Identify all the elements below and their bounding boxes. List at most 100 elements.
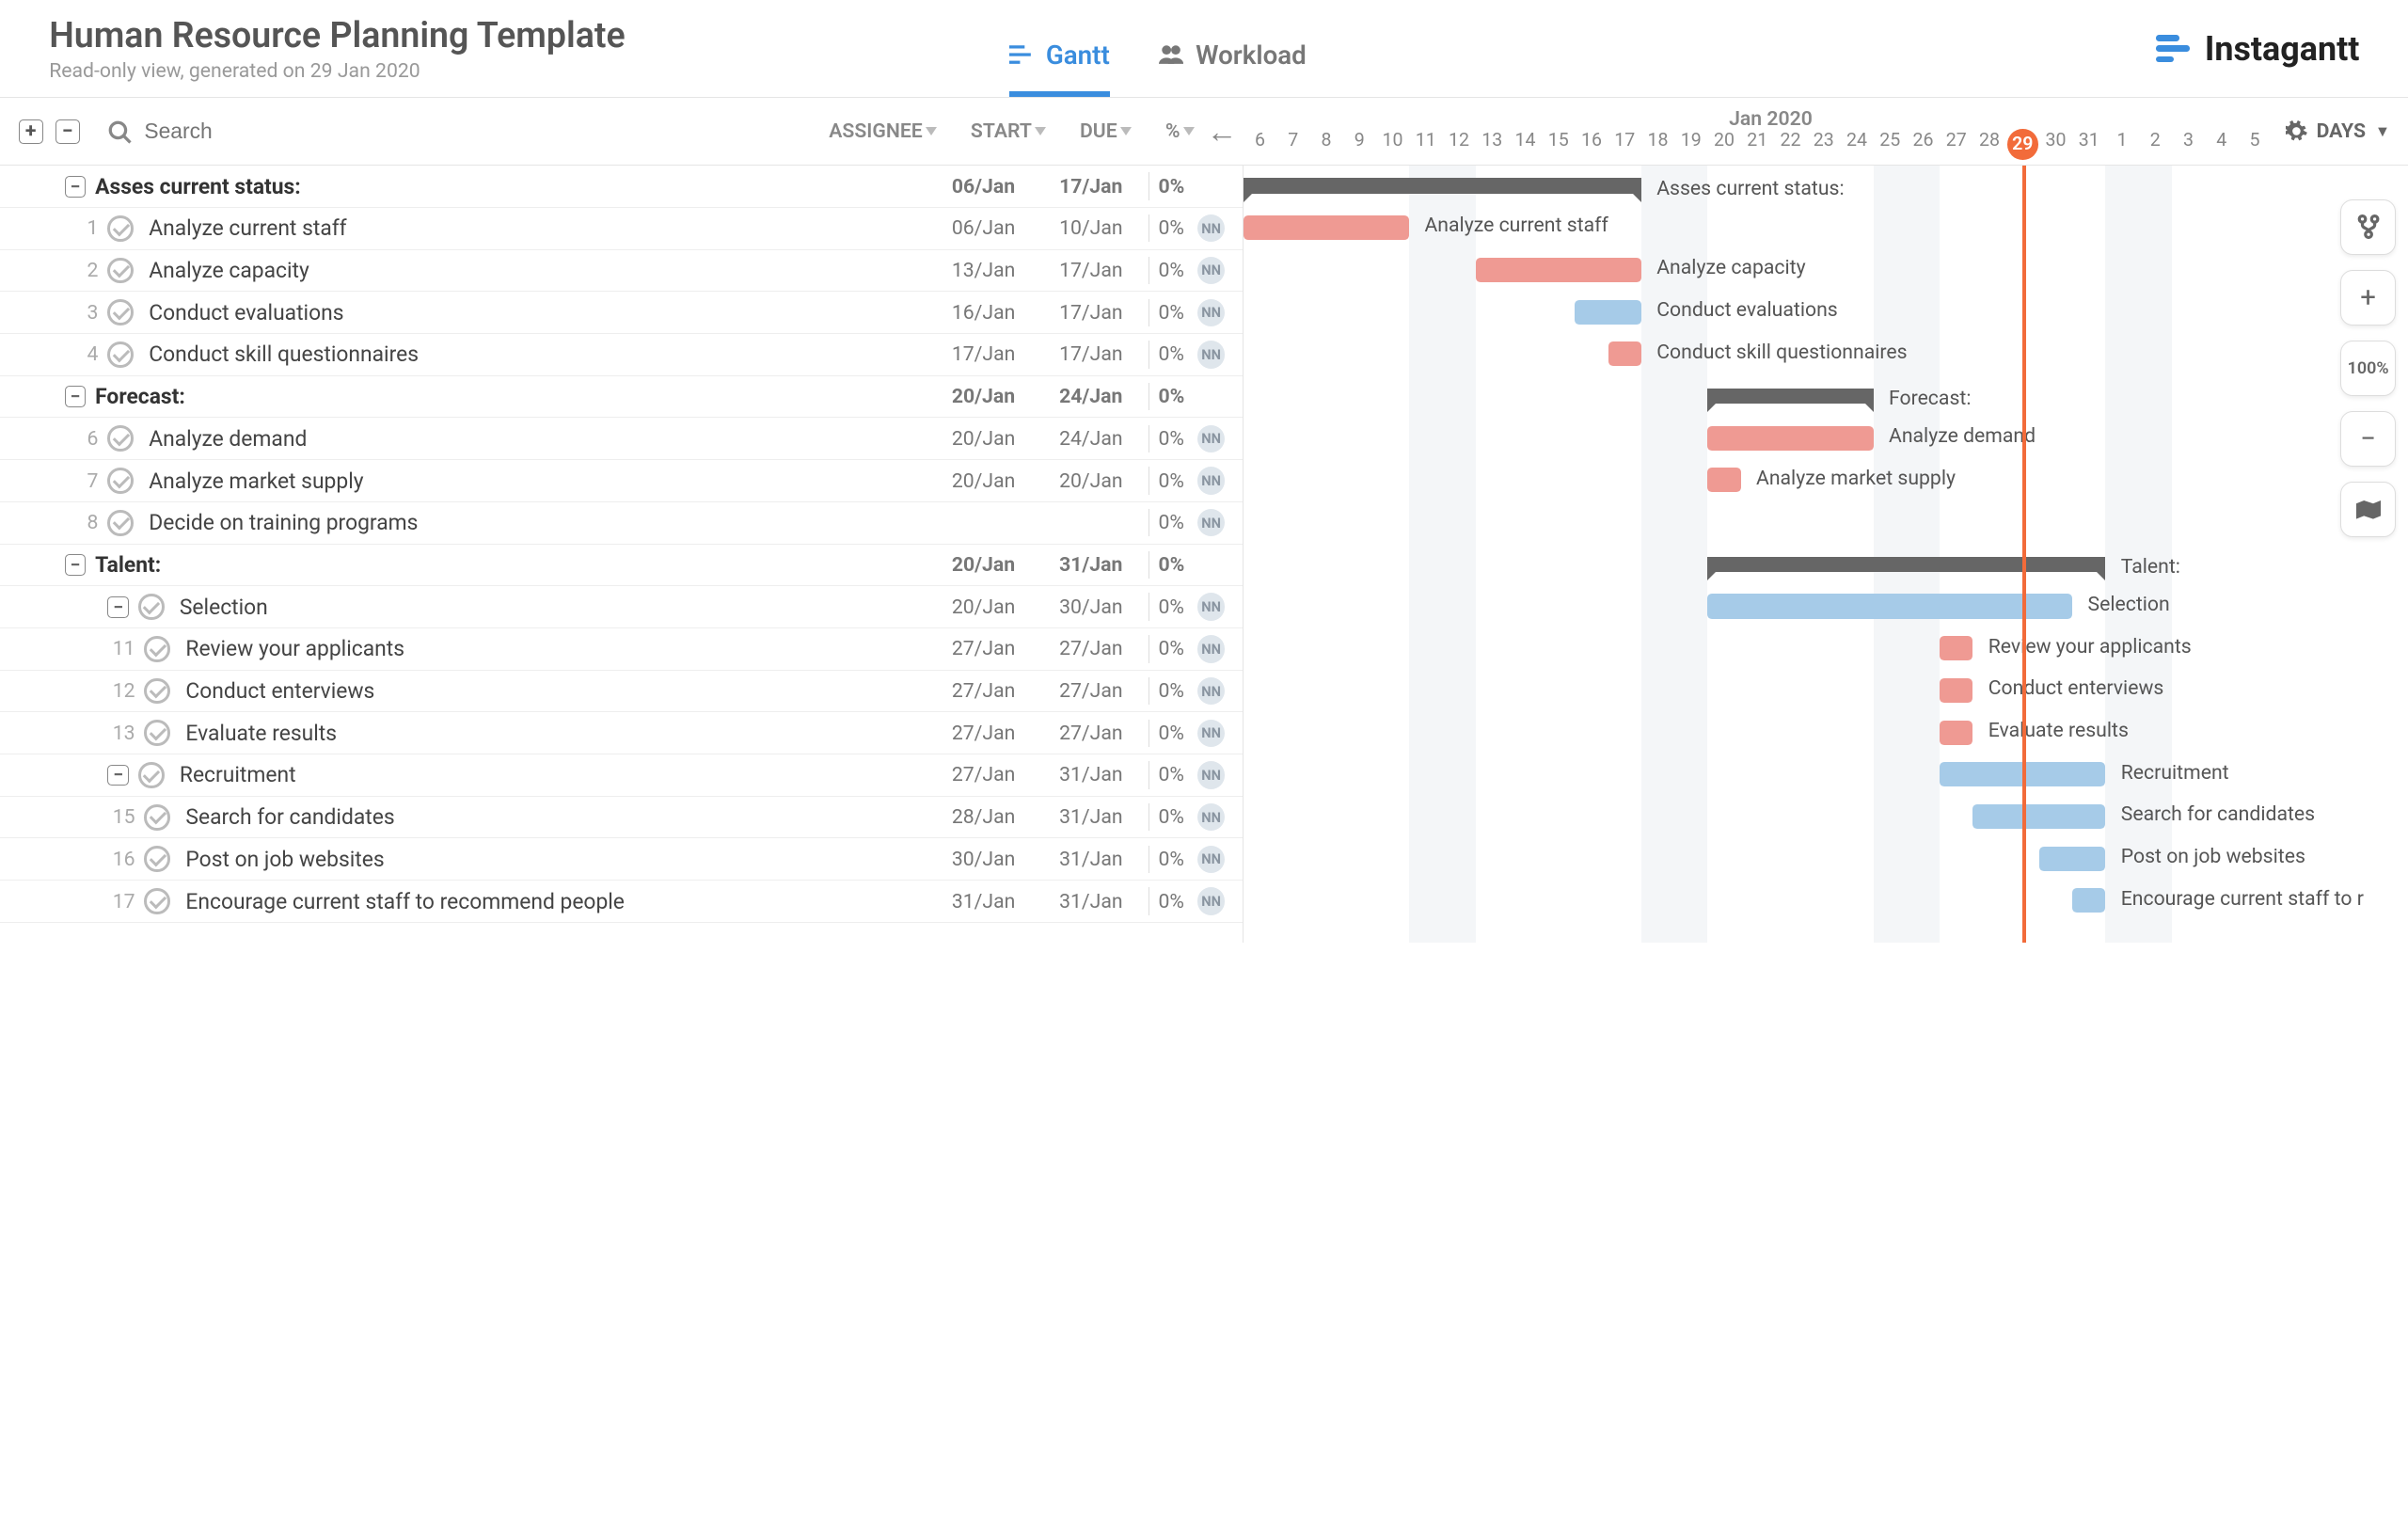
task-row[interactable]: 7Analyze market supply20/Jan20/Jan0%NN — [0, 460, 1243, 502]
day-18[interactable]: 18 — [1641, 129, 1674, 160]
gantt-bar[interactable]: Search for candidates — [1972, 804, 2105, 829]
day-7[interactable]: 7 — [1276, 129, 1309, 160]
gantt-chart[interactable]: Asses current status: Analyze current sta… — [1244, 166, 2408, 943]
day-13[interactable]: 13 — [1476, 129, 1509, 160]
check-icon[interactable] — [107, 299, 134, 325]
day-6[interactable]: 6 — [1244, 129, 1276, 160]
check-icon[interactable] — [144, 678, 170, 705]
day-17[interactable]: 17 — [1608, 129, 1641, 160]
task-row[interactable]: 3Conduct evaluations16/Jan17/Jan0%NN — [0, 292, 1243, 334]
day-26[interactable]: 26 — [1907, 129, 1940, 160]
day-25[interactable]: 25 — [1874, 129, 1907, 160]
expand-all-button[interactable]: + — [19, 119, 43, 144]
day-10[interactable]: 10 — [1376, 129, 1409, 160]
gantt-bar[interactable]: Asses current status: — [1244, 178, 1641, 193]
check-icon[interactable] — [107, 258, 134, 284]
check-icon[interactable] — [107, 425, 134, 452]
check-icon[interactable] — [107, 510, 134, 536]
day-22[interactable]: 22 — [1774, 129, 1807, 160]
tab-workload[interactable]: Workload — [1159, 40, 1307, 98]
gantt-bar[interactable]: Analyze market supply — [1707, 468, 1740, 492]
task-row[interactable]: 4Conduct skill questionnaires17/Jan17/Ja… — [0, 334, 1243, 376]
assignee-avatar[interactable]: NN — [1197, 761, 1225, 788]
zoom-level[interactable]: 100% — [2340, 341, 2396, 396]
day-12[interactable]: 12 — [1442, 129, 1475, 160]
gantt-bar[interactable]: Analyze demand — [1707, 426, 1873, 451]
view-mode-selector[interactable]: DAYS ▼ — [2286, 119, 2390, 143]
day-19[interactable]: 19 — [1674, 129, 1707, 160]
check-icon[interactable] — [144, 720, 170, 746]
day-27[interactable]: 27 — [1940, 129, 1972, 160]
gantt-bar[interactable]: Review your applicants — [1940, 636, 1972, 660]
check-icon[interactable] — [144, 636, 170, 662]
minimap-button[interactable] — [2340, 482, 2396, 537]
gantt-bar[interactable]: Forecast: — [1707, 389, 1873, 404]
task-row[interactable]: 11Review your applicants27/Jan27/Jan0%NN — [0, 628, 1243, 671]
gantt-bar[interactable]: Analyze current staff — [1244, 215, 1409, 240]
brand[interactable]: Instagantt — [2156, 29, 2360, 69]
gantt-bar[interactable]: Analyze capacity — [1476, 258, 1641, 282]
day-28[interactable]: 28 — [1972, 129, 2005, 160]
check-icon[interactable] — [144, 846, 170, 872]
gantt-bar[interactable]: Conduct enterviews — [1940, 678, 1972, 703]
day-24[interactable]: 24 — [1840, 129, 1873, 160]
task-row[interactable]: 8Decide on training programs0%NN — [0, 502, 1243, 545]
assignee-avatar[interactable]: NN — [1197, 425, 1225, 452]
task-row[interactable]: 15Search for candidates28/Jan31/Jan0%NN — [0, 797, 1243, 839]
check-icon[interactable] — [144, 804, 170, 831]
check-icon[interactable] — [138, 594, 165, 620]
day-21[interactable]: 21 — [1741, 129, 1774, 160]
assignee-avatar[interactable]: NN — [1197, 720, 1225, 747]
check-icon[interactable] — [107, 215, 134, 242]
day-5[interactable]: 5 — [2238, 129, 2271, 160]
collapse-all-button[interactable]: − — [55, 119, 80, 144]
collapse-toggle[interactable]: − — [107, 765, 129, 786]
check-icon[interactable] — [138, 762, 165, 788]
zoom-out-button[interactable]: − — [2340, 411, 2396, 467]
check-icon[interactable] — [144, 888, 170, 914]
day-2[interactable]: 2 — [2139, 129, 2172, 160]
day-4[interactable]: 4 — [2205, 129, 2238, 160]
gantt-bar[interactable]: Selection — [1707, 594, 2072, 618]
collapse-toggle[interactable]: − — [107, 596, 129, 618]
day-29[interactable]: 29 — [2007, 129, 2038, 160]
gantt-bar[interactable]: Encourage current staff to r — [2072, 888, 2105, 913]
day-23[interactable]: 23 — [1807, 129, 1840, 160]
task-row[interactable]: 1Analyze current staff06/Jan10/Jan0%NN — [0, 208, 1243, 250]
gantt-bar[interactable]: Evaluate results — [1940, 721, 1972, 745]
col-assignee[interactable]: ASSIGNEE — [829, 119, 937, 143]
assignee-avatar[interactable]: NN — [1197, 467, 1225, 494]
branch-button[interactable] — [2340, 199, 2396, 255]
task-row[interactable]: 17Encourage current staff to recommend p… — [0, 881, 1243, 923]
tab-gantt[interactable]: Gantt — [1009, 40, 1110, 98]
gantt-bar[interactable]: Post on job websites — [2039, 847, 2106, 871]
assignee-avatar[interactable]: NN — [1197, 341, 1225, 368]
col-due[interactable]: DUE — [1080, 119, 1132, 143]
day-30[interactable]: 30 — [2039, 129, 2072, 160]
check-icon[interactable] — [107, 468, 134, 494]
day-11[interactable]: 11 — [1409, 129, 1442, 160]
col-percent[interactable]: % — [1165, 119, 1195, 143]
task-row[interactable]: −Talent:20/Jan31/Jan0% — [0, 545, 1243, 587]
assignee-avatar[interactable]: NN — [1197, 299, 1225, 326]
day-9[interactable]: 9 — [1343, 129, 1376, 160]
gantt-bar[interactable]: Conduct skill questionnaires — [1608, 341, 1641, 366]
task-row[interactable]: −Asses current status:06/Jan17/Jan0% — [0, 166, 1243, 208]
task-row[interactable]: −Forecast:20/Jan24/Jan0% — [0, 376, 1243, 419]
day-31[interactable]: 31 — [2072, 129, 2105, 160]
gantt-bar[interactable]: Talent: — [1707, 557, 2105, 572]
search-input[interactable] — [144, 119, 420, 144]
day-20[interactable]: 20 — [1707, 129, 1740, 160]
zoom-in-button[interactable]: + — [2340, 270, 2396, 325]
col-start[interactable]: START — [971, 119, 1046, 143]
assignee-avatar[interactable]: NN — [1197, 635, 1225, 662]
task-row[interactable]: 13Evaluate results27/Jan27/Jan0%NN — [0, 712, 1243, 754]
task-row[interactable]: 6Analyze demand20/Jan24/Jan0%NN — [0, 418, 1243, 460]
assignee-avatar[interactable]: NN — [1197, 593, 1225, 620]
task-row[interactable]: 16Post on job websites30/Jan31/Jan0%NN — [0, 838, 1243, 881]
task-row[interactable]: −Recruitment27/Jan31/Jan0%NN — [0, 754, 1243, 797]
assignee-avatar[interactable]: NN — [1197, 887, 1225, 914]
day-8[interactable]: 8 — [1309, 129, 1342, 160]
day-15[interactable]: 15 — [1542, 129, 1575, 160]
gantt-bar[interactable]: Conduct evaluations — [1575, 300, 1641, 325]
